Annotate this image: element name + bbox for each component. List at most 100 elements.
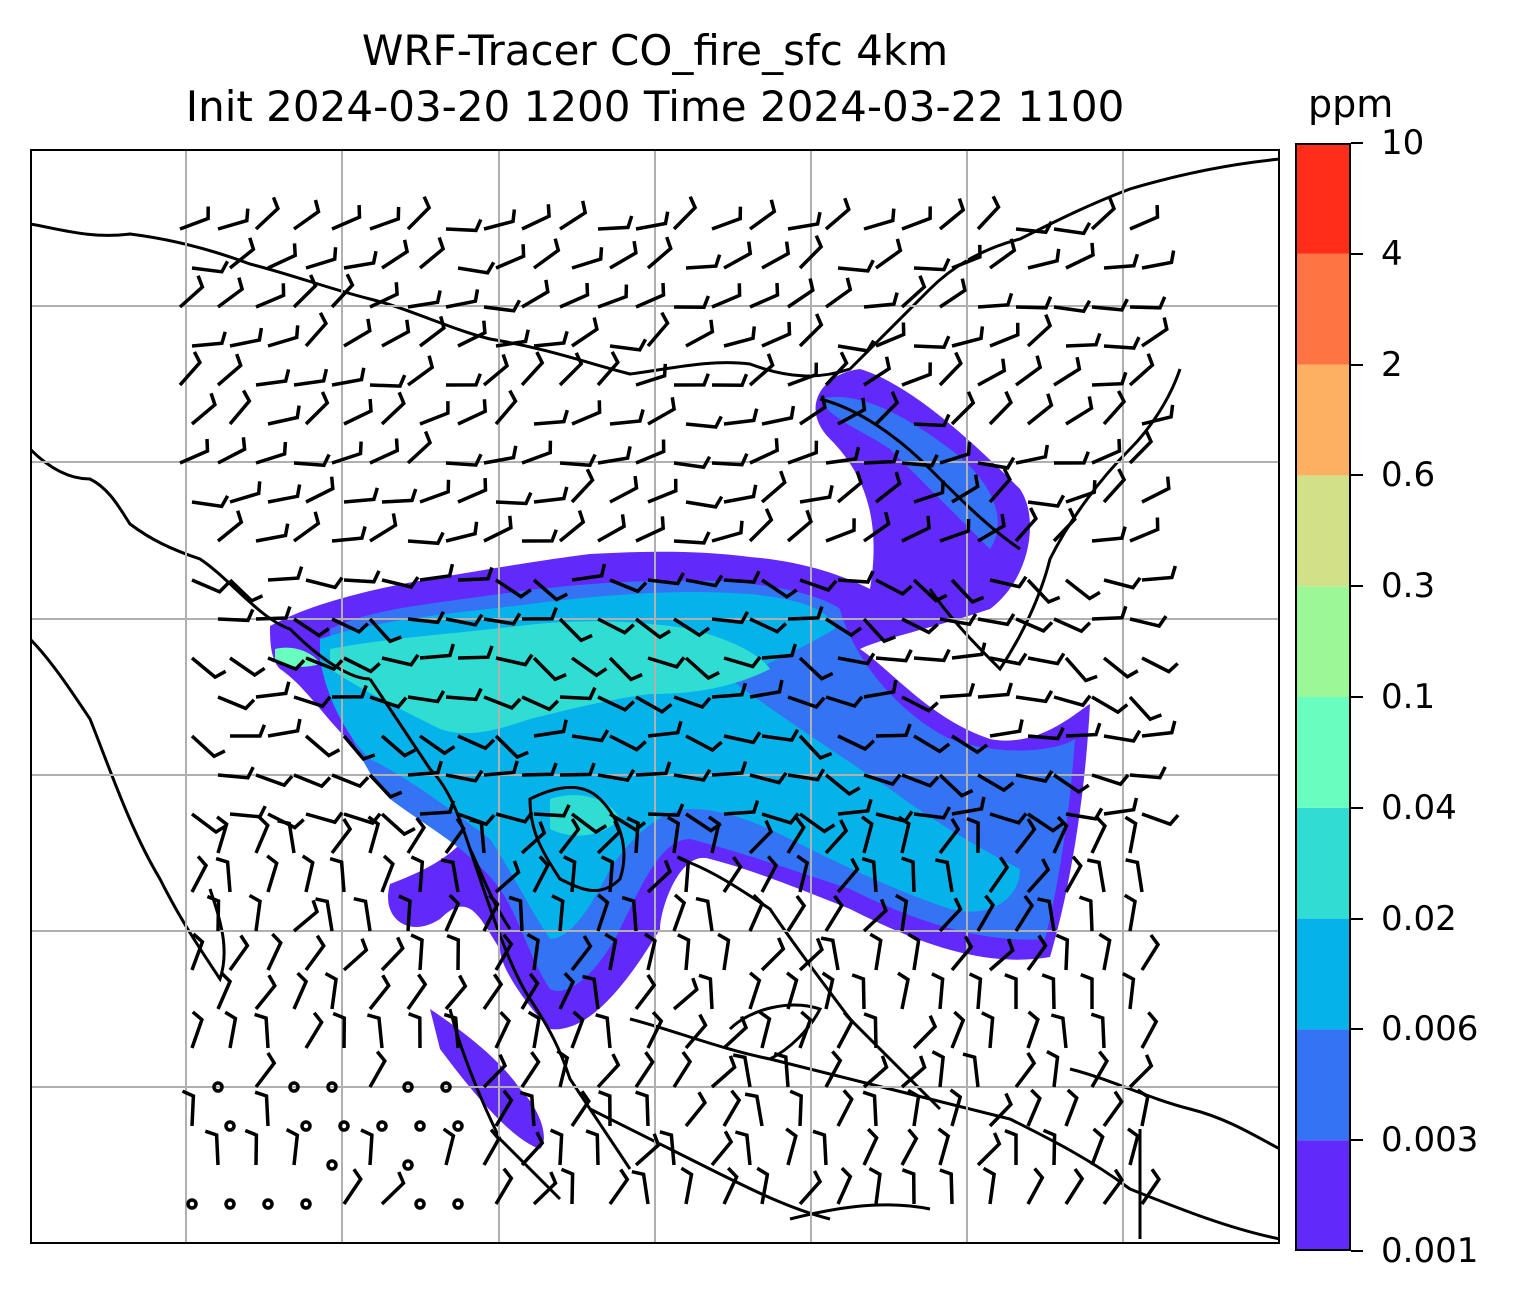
wind-barb: [1052, 507, 1077, 543]
wind-barb: [913, 257, 951, 272]
wind-barb: [1026, 1010, 1040, 1049]
wind-barb: [292, 274, 318, 309]
wind-barb: [820, 936, 840, 971]
wind-barb: [597, 617, 635, 635]
wind-barb: [1091, 298, 1129, 312]
wind-barb: [938, 197, 966, 231]
wind-barb: [582, 974, 600, 1010]
wind-barb: [369, 695, 408, 709]
wind-barb: [837, 798, 873, 816]
wind-barb: [559, 686, 597, 701]
wind-barb: [191, 495, 230, 509]
wind-barb: [798, 235, 824, 270]
wind-barb: [673, 455, 712, 470]
wind-barb: [570, 812, 608, 835]
colorbar-segment: [1295, 1029, 1351, 1141]
wind-barb: [1128, 429, 1154, 465]
wind-barb: [369, 438, 400, 465]
wind-barb: [646, 1011, 664, 1049]
wind-barb: [457, 478, 488, 504]
wind-barb: [482, 1128, 501, 1166]
wind-barb: [862, 1055, 889, 1089]
wind-barb: [749, 282, 780, 309]
wind-barb: [685, 495, 724, 509]
wind-barb: [1103, 336, 1141, 350]
wind-barb: [707, 815, 721, 854]
wind-barb: [293, 617, 330, 638]
wind-barb: [331, 367, 366, 387]
colorbar-tick: [1351, 1028, 1363, 1031]
wind-barb: [255, 523, 290, 543]
wind-barb: [597, 284, 629, 309]
wind-barb: [360, 1128, 374, 1166]
wind-barb: [989, 812, 1028, 825]
wind-barb: [976, 195, 1001, 231]
wind-barb: [216, 277, 245, 309]
wind-barb: [634, 617, 672, 640]
wind-barb: [1026, 578, 1061, 604]
wind-barb: [912, 1014, 938, 1050]
wind-barb: [343, 656, 381, 674]
wind-barb: [445, 521, 479, 543]
wind-barb: [901, 1168, 916, 1205]
wind-barb: [977, 513, 1006, 543]
wind-barb: [304, 934, 326, 972]
wind-barb: [680, 1166, 694, 1205]
wind-barb: [217, 766, 255, 780]
wind-barb: [1080, 972, 1094, 1009]
wind-barb: [292, 511, 321, 543]
wind-barb: [1053, 299, 1092, 314]
wind-barb: [875, 578, 913, 597]
colorbar-segment: [1295, 364, 1351, 476]
wind-barb: [761, 812, 800, 825]
colorbar-tick: [1351, 917, 1363, 920]
wind-barb: [1125, 858, 1144, 893]
wind-barb: [1136, 1088, 1150, 1127]
wind-barb: [1065, 242, 1095, 270]
wind-barb: [1065, 332, 1102, 348]
wind-barb: [266, 854, 279, 893]
wind-barb: [445, 613, 484, 627]
wind-barb: [527, 1010, 541, 1049]
wind-barb: [410, 933, 424, 971]
wind-barb: [677, 933, 691, 971]
wind-barb: [533, 719, 568, 738]
wind-barb: [1103, 576, 1142, 590]
wind-barb: [559, 453, 597, 468]
wind-barb: [1027, 248, 1061, 270]
wind-barb: [381, 653, 420, 667]
wind-barb: [982, 1166, 996, 1205]
wind-barb: [532, 855, 550, 893]
wind-barb: [330, 273, 355, 309]
colorbar-segment: [1295, 475, 1351, 587]
wind-barb: [343, 250, 378, 270]
wind-barb: [711, 682, 748, 699]
wind-barb: [672, 195, 698, 231]
wind-barb: [293, 773, 332, 789]
wind-barb: [410, 855, 425, 893]
wind-barb: [749, 771, 788, 785]
wind-barb: [824, 197, 851, 231]
wind-barb: [248, 893, 262, 932]
wind-barb: [631, 1169, 650, 1205]
wind-barb: [216, 510, 244, 543]
wind-barb: [608, 1168, 630, 1206]
wind-barb: [597, 768, 636, 783]
wind-barb: [495, 578, 532, 599]
wind-barb: [875, 322, 906, 348]
calm-wind-marker: [376, 1120, 388, 1132]
wind-barb: [647, 478, 678, 504]
wind-barb: [266, 932, 283, 971]
wind-barb: [380, 854, 395, 893]
wind-barb: [1026, 1167, 1045, 1205]
wind-barb: [1141, 720, 1177, 738]
wind-barb: [825, 695, 864, 709]
wind-barb: [1102, 656, 1139, 679]
wind-barb: [398, 894, 412, 932]
wind-barb: [1102, 1090, 1124, 1128]
wind-barb: [635, 1090, 650, 1127]
wind-barb: [520, 972, 540, 1010]
wind-barb: [950, 578, 985, 604]
wind-barb: [1128, 1054, 1154, 1089]
wind-barb: [673, 295, 711, 309]
